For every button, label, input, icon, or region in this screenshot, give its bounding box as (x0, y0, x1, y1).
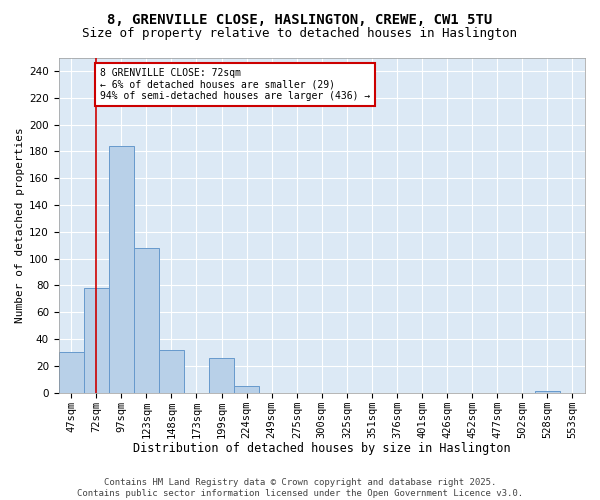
Bar (109, 146, 134, 392)
Text: 8, GRENVILLE CLOSE, HASLINGTON, CREWE, CW1 5TU: 8, GRENVILLE CLOSE, HASLINGTON, CREWE, C… (107, 12, 493, 26)
Text: Contains HM Land Registry data © Crown copyright and database right 2025.
Contai: Contains HM Land Registry data © Crown c… (77, 478, 523, 498)
Bar (59, 352, 84, 393)
Text: 8 GRENVILLE CLOSE: 72sqm
← 6% of detached houses are smaller (29)
94% of semi-de: 8 GRENVILLE CLOSE: 72sqm ← 6% of detache… (100, 68, 370, 102)
Bar (134, 248, 159, 392)
Bar (234, 386, 259, 392)
Y-axis label: Number of detached properties: Number of detached properties (15, 127, 25, 323)
Bar (209, 358, 234, 392)
Bar (159, 350, 184, 393)
X-axis label: Distribution of detached houses by size in Haslington: Distribution of detached houses by size … (133, 442, 511, 455)
Text: Size of property relative to detached houses in Haslington: Size of property relative to detached ho… (83, 28, 517, 40)
Bar (84, 288, 109, 393)
